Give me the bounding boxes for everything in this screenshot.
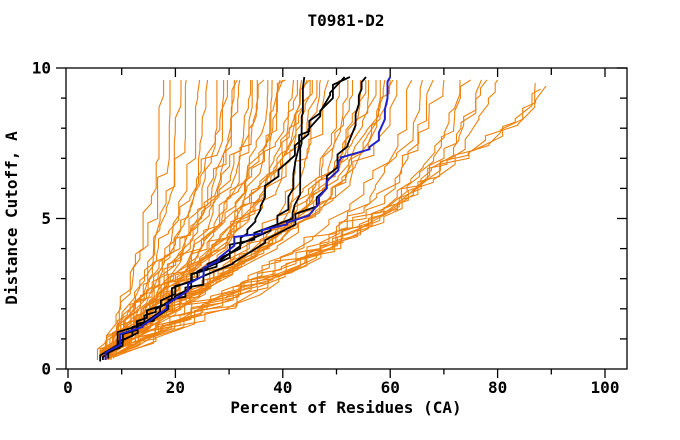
chart-title: T0981-D2 (307, 11, 384, 30)
y-axis-label: Distance Cutoff, A (2, 131, 21, 305)
y-axis-ticks (56, 67, 66, 370)
right-axis-ticks (617, 67, 627, 340)
y-tick-label: 0 (41, 360, 51, 379)
series-line-o01 (96, 80, 165, 360)
series-line-o51 (102, 80, 253, 360)
series-line-o09 (99, 79, 236, 360)
x-tick-label: 100 (591, 378, 620, 397)
x-tick-label: 40 (273, 378, 292, 397)
x-tick-label: 0 (63, 378, 73, 397)
top-axis-ticks (121, 68, 606, 77)
series-line-o47 (113, 88, 541, 359)
series-line-o38 (110, 79, 423, 357)
series-line-o48 (115, 85, 547, 357)
series-line-o36 (102, 80, 398, 360)
series-line-o50 (105, 79, 238, 360)
series-line-black4 (99, 76, 346, 362)
series-line-o26 (102, 80, 349, 360)
series-line-o06 (105, 79, 209, 359)
series-line-o05 (99, 79, 201, 360)
series-line-o33 (99, 79, 386, 360)
x-tick-label: 60 (381, 378, 400, 397)
x-tick-labels: 0 20 40 60 80 100 (63, 378, 619, 397)
x-axis-label: Percent of Residues (CA) (230, 398, 461, 417)
y-tick-label: 10 (32, 59, 51, 78)
y-tick-label: 5 (41, 209, 51, 228)
x-axis-ticks (67, 369, 606, 378)
series-line-o52 (105, 79, 265, 359)
series-line-o10 (105, 79, 241, 359)
series-line-o17 (102, 80, 298, 360)
x-tick-label: 80 (488, 378, 507, 397)
series-line-o02 (99, 80, 171, 360)
x-tick-label: 20 (166, 378, 185, 397)
series-line-blue1 (104, 76, 392, 360)
series-line-o03 (99, 80, 182, 360)
y-tick-labels: 0 5 10 (32, 59, 51, 379)
series-lines (96, 76, 547, 362)
series-line-o49 (99, 80, 218, 360)
series-line-o04 (102, 79, 187, 360)
series-line-o08 (105, 80, 228, 357)
